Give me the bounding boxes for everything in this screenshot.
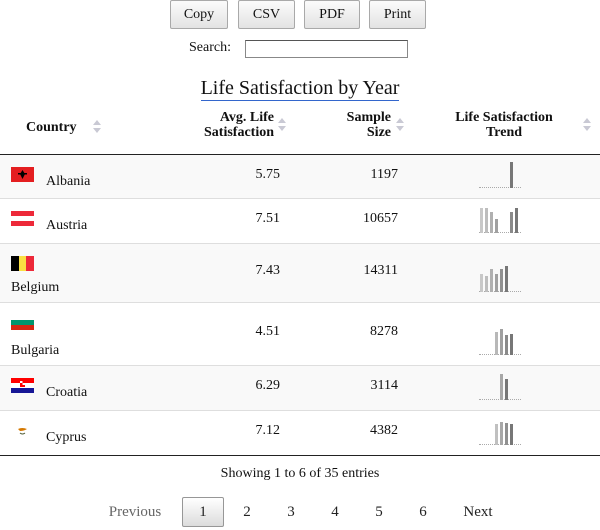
avg-satisfaction-value: 7.51 [255, 211, 281, 226]
country-name: Bulgaria [11, 343, 60, 358]
table-title-text: Life Satisfaction by Year [200, 77, 400, 101]
table-info: Showing 1 to 6 of 35 entries [220, 466, 380, 481]
avg-satisfaction-value: 7.12 [255, 423, 281, 438]
albania-flag-icon [11, 167, 34, 182]
sort-icon[interactable] [278, 118, 286, 132]
table-row: Cyprus 7.12 4382 [0, 411, 600, 456]
trend-sparkline [479, 372, 521, 400]
trend-sparkline [479, 327, 521, 355]
austria-flag-icon [11, 211, 34, 226]
pagination-page-6[interactable]: 6 [419, 503, 427, 520]
croatia-flag-icon [11, 378, 34, 393]
table-row: Croatia 6.29 3114 [0, 366, 600, 411]
sparkline-bar [485, 276, 488, 292]
sparkline-bar [500, 329, 503, 355]
table-row: Albania 5.75 1197 [0, 155, 600, 199]
table-header: Country Avg. Life Satisfaction Sample Si… [0, 104, 600, 155]
sparkline-bar [495, 274, 498, 292]
column-header-sample-size[interactable]: Sample Size [330, 110, 391, 140]
sparkline-bar [510, 334, 513, 355]
sparkline-bar [505, 423, 508, 445]
sparkline-bar [490, 212, 493, 233]
trend-sparkline [479, 417, 521, 445]
avg-satisfaction-value: 4.51 [255, 324, 281, 339]
sparkline-bar [500, 374, 503, 400]
pagination-page-3[interactable]: 3 [287, 503, 295, 520]
column-header-trend[interactable]: Life Satisfaction Trend [440, 110, 568, 140]
sparkline-bar [495, 424, 498, 445]
search-input[interactable] [245, 40, 408, 58]
country-name: Belgium [11, 280, 60, 295]
column-header-size-line1: Sample [346, 110, 391, 125]
sort-icon[interactable] [396, 118, 404, 132]
sparkline-bar [515, 208, 518, 233]
pagination-page-2[interactable]: 2 [243, 503, 251, 520]
pagination-previous[interactable]: Previous [108, 503, 162, 520]
sort-icon[interactable] [93, 120, 101, 134]
column-header-avg-line1: Avg. Life [219, 110, 274, 125]
sparkline-bar [505, 379, 508, 400]
csv-button[interactable]: CSV [238, 0, 295, 29]
sparkline-bar [510, 212, 513, 233]
sparkline-bar [485, 208, 488, 233]
sample-size-value: 10657 [363, 211, 398, 226]
bulgaria-flag-icon [11, 315, 34, 330]
export-toolbar: Copy CSV PDF Print [0, 0, 600, 30]
sparkline-bar [500, 422, 503, 445]
pagination-next[interactable]: Next [463, 503, 493, 520]
belgium-flag-icon [11, 256, 34, 271]
country-name: Albania [46, 173, 91, 189]
sparkline-bar [480, 208, 483, 233]
trend-sparkline [479, 160, 521, 188]
trend-sparkline [479, 264, 521, 292]
avg-satisfaction-value: 6.29 [255, 378, 281, 393]
sample-size-value: 14311 [363, 263, 398, 278]
sparkline-bar [480, 274, 483, 292]
country-name: Cyprus [46, 430, 87, 445]
column-header-avg-satisfaction[interactable]: Avg. Life Satisfaction [192, 110, 274, 140]
search-label: Search: [189, 40, 231, 55]
sparkline-baseline [479, 232, 521, 233]
column-header-trend-line1: Life Satisfaction [455, 110, 553, 125]
sparkline-bar [505, 266, 508, 292]
sparkline-bar [505, 335, 508, 355]
sample-size-value: 8278 [370, 324, 398, 339]
pagination-page-4[interactable]: 4 [331, 503, 339, 520]
table-row: Bulgaria 4.51 8278 [0, 303, 600, 366]
sparkline-bar [490, 269, 493, 292]
table-row: Belgium 7.43 14311 [0, 244, 600, 303]
column-header-size-line2: Size [366, 125, 391, 140]
pdf-button[interactable]: PDF [304, 0, 360, 29]
column-header-trend-line2: Trend [485, 125, 523, 140]
avg-satisfaction-value: 5.75 [255, 166, 281, 182]
trend-sparkline [479, 205, 521, 233]
country-name: Croatia [46, 385, 88, 400]
pagination-page-5[interactable]: 5 [375, 503, 383, 520]
sparkline-bar [495, 332, 498, 355]
print-button[interactable]: Print [369, 0, 426, 29]
sparkline-bar [510, 162, 513, 188]
sparkline-bar [495, 219, 498, 233]
country-name: Austria [46, 218, 88, 233]
pagination-page-1[interactable]: 1 [182, 497, 224, 527]
avg-satisfaction-value: 7.43 [255, 263, 281, 278]
table-title: Life Satisfaction by Year [0, 77, 600, 101]
sparkline-bar [510, 424, 513, 445]
sample-size-value: 4382 [370, 423, 398, 438]
table-row: Austria 7.51 10657 [0, 199, 600, 244]
sparkline-baseline [479, 187, 521, 188]
sort-icon[interactable] [583, 118, 591, 132]
column-header-avg-line2: Satisfaction [204, 125, 274, 140]
column-header-country[interactable]: Country [26, 120, 77, 135]
cyprus-flag-icon [11, 423, 34, 438]
sample-size-value: 1197 [370, 166, 398, 182]
sparkline-bar [500, 269, 503, 292]
sample-size-value: 3114 [370, 378, 398, 393]
copy-button[interactable]: Copy [170, 0, 228, 29]
